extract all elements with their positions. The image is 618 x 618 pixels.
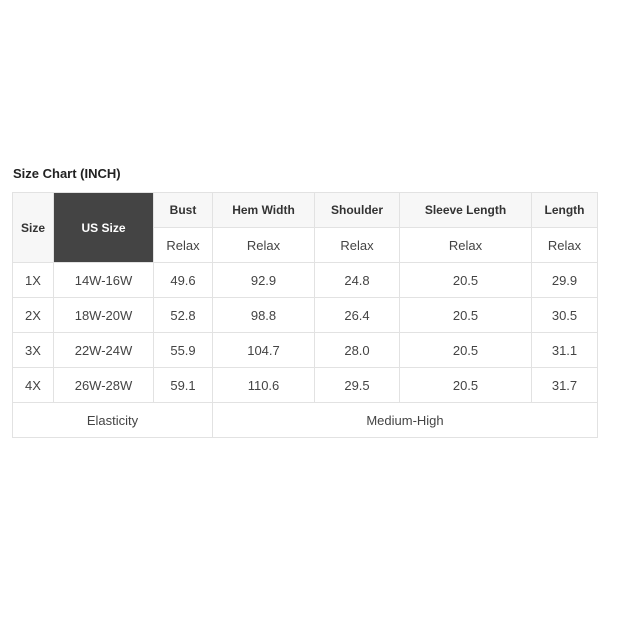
- fit-cell: Relax: [314, 227, 400, 263]
- header-bust: Bust: [153, 192, 213, 228]
- table-cell: 24.8: [314, 262, 400, 298]
- table-cell: 30.5: [531, 297, 598, 333]
- chart-title: Size Chart (INCH): [13, 166, 121, 181]
- table-cell: 28.0: [314, 332, 400, 368]
- table-row: 3X 22W-24W 55.9 104.7 28.0 20.5 31.1: [12, 332, 598, 368]
- fit-cell: Relax: [212, 227, 315, 263]
- table-cell: 26W-28W: [53, 367, 154, 403]
- header-us-size: US Size: [53, 192, 154, 263]
- table-cell: 59.1: [153, 367, 213, 403]
- table-cell: 98.8: [212, 297, 315, 333]
- table-cell: 31.1: [531, 332, 598, 368]
- table-row: 1X 14W-16W 49.6 92.9 24.8 20.5 29.9: [12, 262, 598, 298]
- size-chart-table: Size US Size Bust Hem Width Shoulder Sle…: [12, 192, 598, 438]
- table-cell: 2X: [12, 297, 54, 333]
- table-cell: 1X: [12, 262, 54, 298]
- table-cell: 18W-20W: [53, 297, 154, 333]
- table-cell: 29.5: [314, 367, 400, 403]
- table-cell: 20.5: [399, 332, 532, 368]
- table-cell: 22W-24W: [53, 332, 154, 368]
- table-cell: 29.9: [531, 262, 598, 298]
- table-cell: 3X: [12, 332, 54, 368]
- fit-cell: Relax: [399, 227, 532, 263]
- header-size: Size: [12, 192, 54, 263]
- header-sleeve-length: Sleeve Length: [399, 192, 532, 228]
- footer-value: Medium-High: [212, 402, 598, 438]
- table-cell: 20.5: [399, 367, 532, 403]
- table-row: 4X 26W-28W 59.1 110.6 29.5 20.5 31.7: [12, 367, 598, 403]
- table-cell: 52.8: [153, 297, 213, 333]
- table-cell: 20.5: [399, 262, 532, 298]
- table-cell: 110.6: [212, 367, 315, 403]
- header-shoulder: Shoulder: [314, 192, 400, 228]
- table-cell: 31.7: [531, 367, 598, 403]
- table-row: 2X 18W-20W 52.8 98.8 26.4 20.5 30.5: [12, 297, 598, 333]
- table-cell: 14W-16W: [53, 262, 154, 298]
- header-length: Length: [531, 192, 598, 228]
- table-cell: 26.4: [314, 297, 400, 333]
- table-cell: 4X: [12, 367, 54, 403]
- table-cell: 92.9: [212, 262, 315, 298]
- header-hem-width: Hem Width: [212, 192, 315, 228]
- table-cell: 49.6: [153, 262, 213, 298]
- table-cell: 104.7: [212, 332, 315, 368]
- fit-cell: Relax: [531, 227, 598, 263]
- table-cell: 20.5: [399, 297, 532, 333]
- footer-label: Elasticity: [12, 402, 213, 438]
- fit-cell: Relax: [153, 227, 213, 263]
- table-cell: 55.9: [153, 332, 213, 368]
